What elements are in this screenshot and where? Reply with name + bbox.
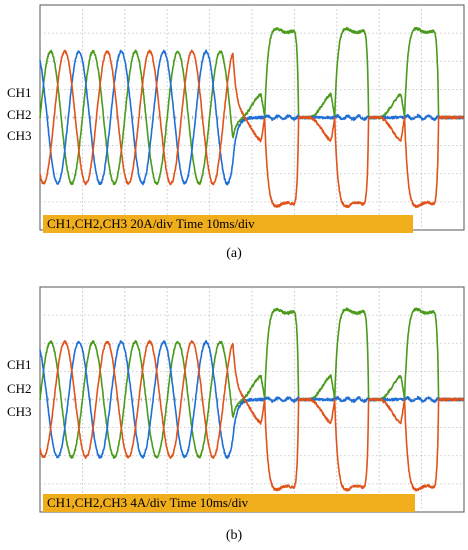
- scale-banner: [43, 215, 413, 233]
- oscilloscope-chart-a: CH1,CH2,CH3 20A/div Time 10ms/div: [39, 4, 465, 233]
- waveform-ch1: [39, 307, 465, 459]
- panel-label-b: (b): [225, 528, 243, 543]
- waveform-ch1: [39, 26, 465, 186]
- channel-label-ch2-a: CH2: [7, 107, 32, 122]
- scale-banner-text: CH1,CH2,CH3 20A/div Time 10ms/div: [47, 216, 255, 231]
- channel-label-ch3-a: CH3: [7, 128, 32, 143]
- channel-label-ch1-a: CH1: [7, 85, 32, 100]
- scale-banner-text: CH1,CH2,CH3 4A/div Time 10ms/div: [47, 495, 249, 510]
- waveform-ch2: [39, 339, 465, 460]
- waveform-ch3: [39, 339, 465, 492]
- scale-banner: [43, 494, 415, 512]
- channel-label-ch1-b: CH1: [7, 357, 32, 372]
- channel-label-ch2-b: CH2: [7, 381, 32, 396]
- waveform-ch3: [39, 49, 465, 209]
- channel-label-ch3-b: CH3: [7, 404, 32, 419]
- panel-label-a: (a): [226, 246, 242, 261]
- waveform-ch2: [39, 49, 465, 186]
